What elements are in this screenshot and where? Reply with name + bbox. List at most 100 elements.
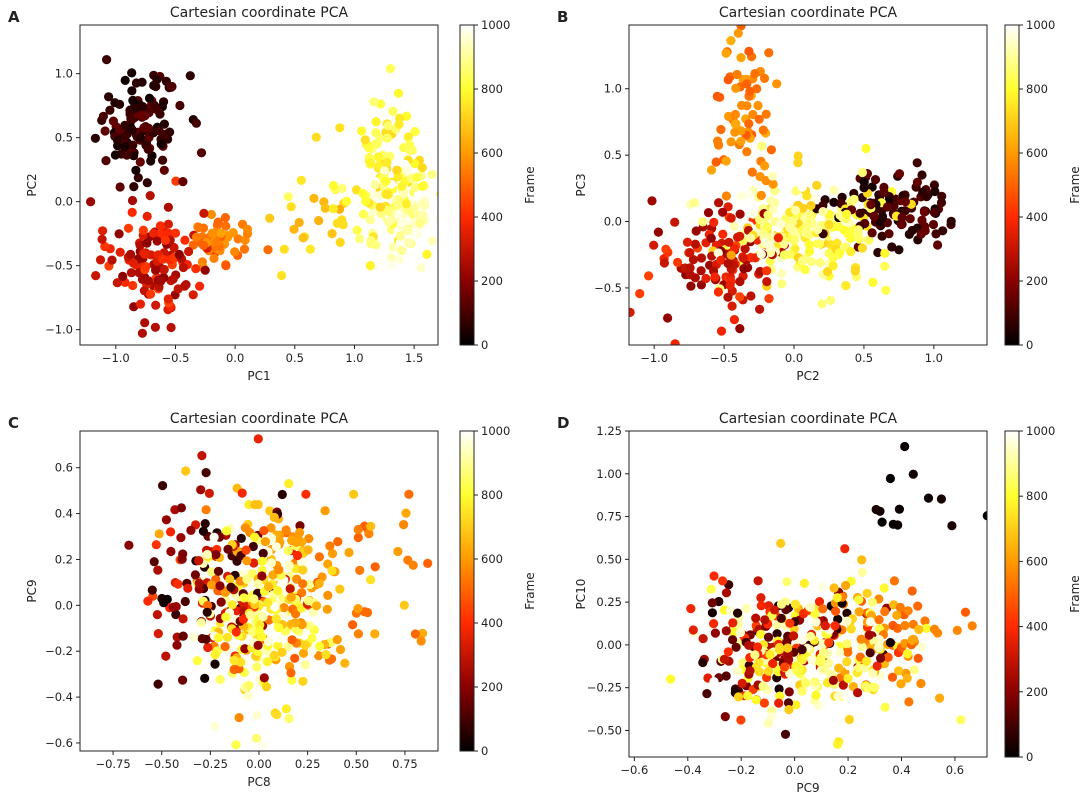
- scatter-point: [188, 632, 199, 642]
- scatter-point: [829, 583, 839, 593]
- scatter-point: [126, 268, 136, 278]
- scatter-point: [265, 506, 275, 516]
- scatter-point: [768, 179, 778, 189]
- scatter-point: [791, 205, 801, 215]
- scatter-point: [797, 686, 807, 696]
- scatter-point: [64, 222, 73, 231]
- scatter-point: [296, 175, 306, 185]
- scatter-point: [843, 673, 853, 684]
- scatter-point: [920, 226, 930, 236]
- scatter-point: [393, 546, 403, 557]
- scatter-point: [888, 620, 898, 631]
- scatter-point: [659, 258, 670, 268]
- scatter-point: [145, 191, 155, 201]
- scatter-point: [744, 640, 754, 650]
- scatter-point: [804, 240, 814, 250]
- scatter-point: [666, 674, 676, 684]
- scatter-points: [124, 434, 433, 750]
- scatter-point: [785, 618, 795, 628]
- scatter-point: [281, 704, 291, 714]
- scatter-point: [97, 234, 107, 244]
- colorbar-label: Frame: [1068, 166, 1082, 203]
- scatter-point: [736, 715, 746, 725]
- scatter-point: [163, 294, 173, 304]
- scatter-point: [635, 289, 645, 299]
- scatter-point: [211, 550, 221, 560]
- scatter-point: [742, 101, 752, 111]
- scatter-point: [277, 270, 287, 281]
- scatter-point: [718, 207, 728, 217]
- scatter-point: [698, 657, 708, 668]
- y-tick-label: 0.5: [55, 131, 73, 145]
- scatter-point: [222, 632, 233, 642]
- scatter-point: [381, 189, 391, 199]
- colorbar-tick-label: 1000: [481, 424, 510, 438]
- x-tick-label: −1.0: [640, 351, 668, 365]
- scatter-point: [153, 629, 163, 639]
- scatter-point: [707, 608, 718, 618]
- scatter-point: [792, 666, 802, 676]
- scatter-point: [176, 503, 186, 513]
- colorbar-tick-label: 800: [1026, 82, 1048, 96]
- scatter-point: [418, 181, 428, 191]
- scatter-point: [823, 267, 833, 277]
- scatter-point: [320, 203, 330, 213]
- colorbar-tick-label: 0: [1026, 338, 1033, 352]
- scatter-point: [243, 691, 253, 701]
- colorbar-tick-label: 600: [481, 552, 503, 566]
- scatter-point: [252, 662, 262, 672]
- scatter-point: [872, 661, 882, 671]
- y-tick-label: 0.2: [55, 552, 73, 566]
- scatter-point: [399, 520, 409, 530]
- scatter-point: [120, 142, 130, 152]
- scatter-point: [129, 182, 139, 192]
- scatter-point: [739, 264, 749, 274]
- x-tick-label: 0.0: [226, 351, 244, 365]
- scatter-point: [768, 659, 778, 669]
- scatter-point: [889, 576, 900, 586]
- scatter-point: [127, 68, 137, 78]
- scatter-point: [401, 508, 411, 518]
- scatter-point: [123, 223, 134, 233]
- scatter-point: [110, 150, 120, 160]
- x-tick-label: 0.75: [392, 757, 418, 771]
- scatter-point: [365, 261, 375, 271]
- scatter-point: [703, 208, 714, 218]
- scatter-point: [721, 191, 732, 201]
- scatter-point: [286, 202, 296, 212]
- scatter-point: [269, 650, 279, 660]
- scatter-point: [221, 261, 231, 271]
- scatter-point: [842, 657, 852, 667]
- scatter-point: [321, 629, 331, 639]
- scatter-point: [159, 165, 169, 175]
- scatter-point: [274, 565, 284, 575]
- scatter-point: [723, 258, 733, 269]
- scatter-point: [854, 607, 864, 617]
- scatter-point: [149, 80, 159, 91]
- scatter-point: [192, 656, 202, 666]
- scatter-point: [226, 582, 236, 592]
- scatter-point: [215, 674, 225, 685]
- y-tick-label: −0.50: [587, 723, 622, 737]
- scatter-point: [874, 643, 884, 653]
- scatter-point: [206, 580, 217, 590]
- scatter-point: [303, 596, 314, 606]
- scatter-point: [710, 272, 720, 282]
- scatter-point: [857, 642, 867, 652]
- scatter-point: [767, 171, 778, 181]
- scatter-point: [256, 632, 267, 642]
- scatter-point: [752, 642, 763, 652]
- y-tick-label: 0.6: [55, 461, 73, 475]
- scatter-point: [723, 75, 733, 85]
- scatter-point: [721, 156, 731, 166]
- scatter-point: [325, 541, 335, 551]
- scatter-point: [832, 593, 842, 603]
- scatter-point: [797, 645, 807, 655]
- scatter-point: [386, 215, 396, 225]
- scatter-point: [181, 280, 191, 290]
- scatter-point: [151, 540, 161, 550]
- scatter-point: [723, 292, 733, 302]
- scatter-point: [698, 217, 708, 227]
- colorbar: 0 200 400 600 800 1000 Frame: [459, 424, 537, 758]
- scatter-point: [806, 631, 816, 642]
